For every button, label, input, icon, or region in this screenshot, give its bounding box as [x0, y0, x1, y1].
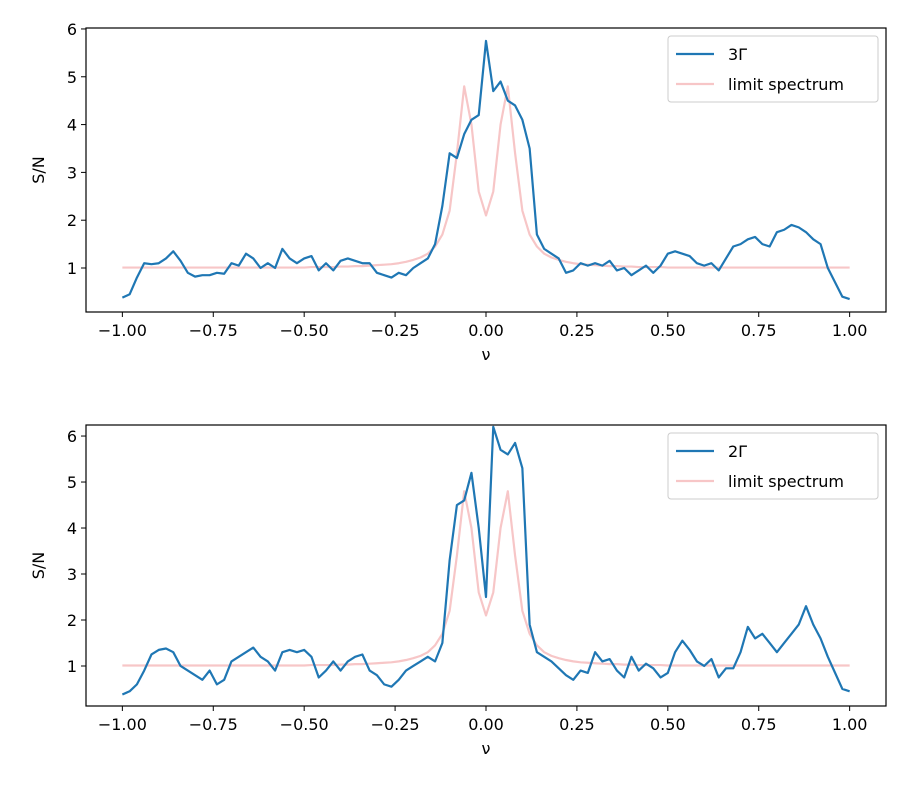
x-tick-label: −1.00: [98, 321, 147, 340]
legend-box: [667, 35, 879, 103]
x-tick-label: −1.00: [98, 715, 147, 734]
x-tick-label: −0.75: [189, 715, 238, 734]
x-tick-label: 0.75: [741, 321, 777, 340]
x-tick-label: 1.00: [832, 321, 868, 340]
y-tick-label: 3: [67, 565, 77, 584]
y-tick-label: 4: [67, 519, 77, 538]
x-tick-label: −0.50: [280, 715, 329, 734]
x-tick-label: 0.50: [650, 715, 686, 734]
y-tick-label: 6: [67, 427, 77, 446]
y-tick-label: 6: [67, 20, 77, 39]
x-tick-label: 0.00: [468, 715, 504, 734]
series-line: [122, 85, 850, 269]
x-tick-label: −0.25: [371, 715, 420, 734]
x-axis-label: ν: [482, 739, 491, 758]
y-tick-label: 4: [67, 116, 77, 135]
y-tick-label: 5: [67, 68, 77, 87]
y-tick-label: 2: [67, 211, 77, 230]
x-tick-label: −0.25: [371, 321, 420, 340]
legend-box: [667, 432, 879, 500]
legend-label: 2Γ: [728, 442, 747, 461]
series-line: [122, 490, 850, 667]
series-line: [121, 39, 850, 301]
x-tick-label: 0.25: [559, 321, 595, 340]
legend-label: limit spectrum: [728, 75, 844, 94]
x-tick-label: −0.50: [280, 321, 329, 340]
y-axis-label: S/N: [29, 552, 48, 580]
series-line: [121, 425, 850, 696]
y-tick-label: 2: [67, 611, 77, 630]
legend-label: 3Γ: [728, 45, 747, 64]
x-tick-label: 0.75: [741, 715, 777, 734]
legend-label: limit spectrum: [728, 472, 844, 491]
y-tick-label: 3: [67, 163, 77, 182]
y-axis-label: S/N: [29, 156, 48, 184]
x-tick-label: 0.25: [559, 715, 595, 734]
x-tick-label: 0.50: [650, 321, 686, 340]
x-tick-label: −0.75: [189, 321, 238, 340]
y-tick-label: 1: [67, 657, 77, 676]
y-tick-label: 5: [67, 473, 77, 492]
x-tick-label: 0.00: [468, 321, 504, 340]
x-axis-label: ν: [482, 345, 491, 364]
y-tick-label: 1: [67, 259, 77, 278]
x-tick-label: 1.00: [832, 715, 868, 734]
